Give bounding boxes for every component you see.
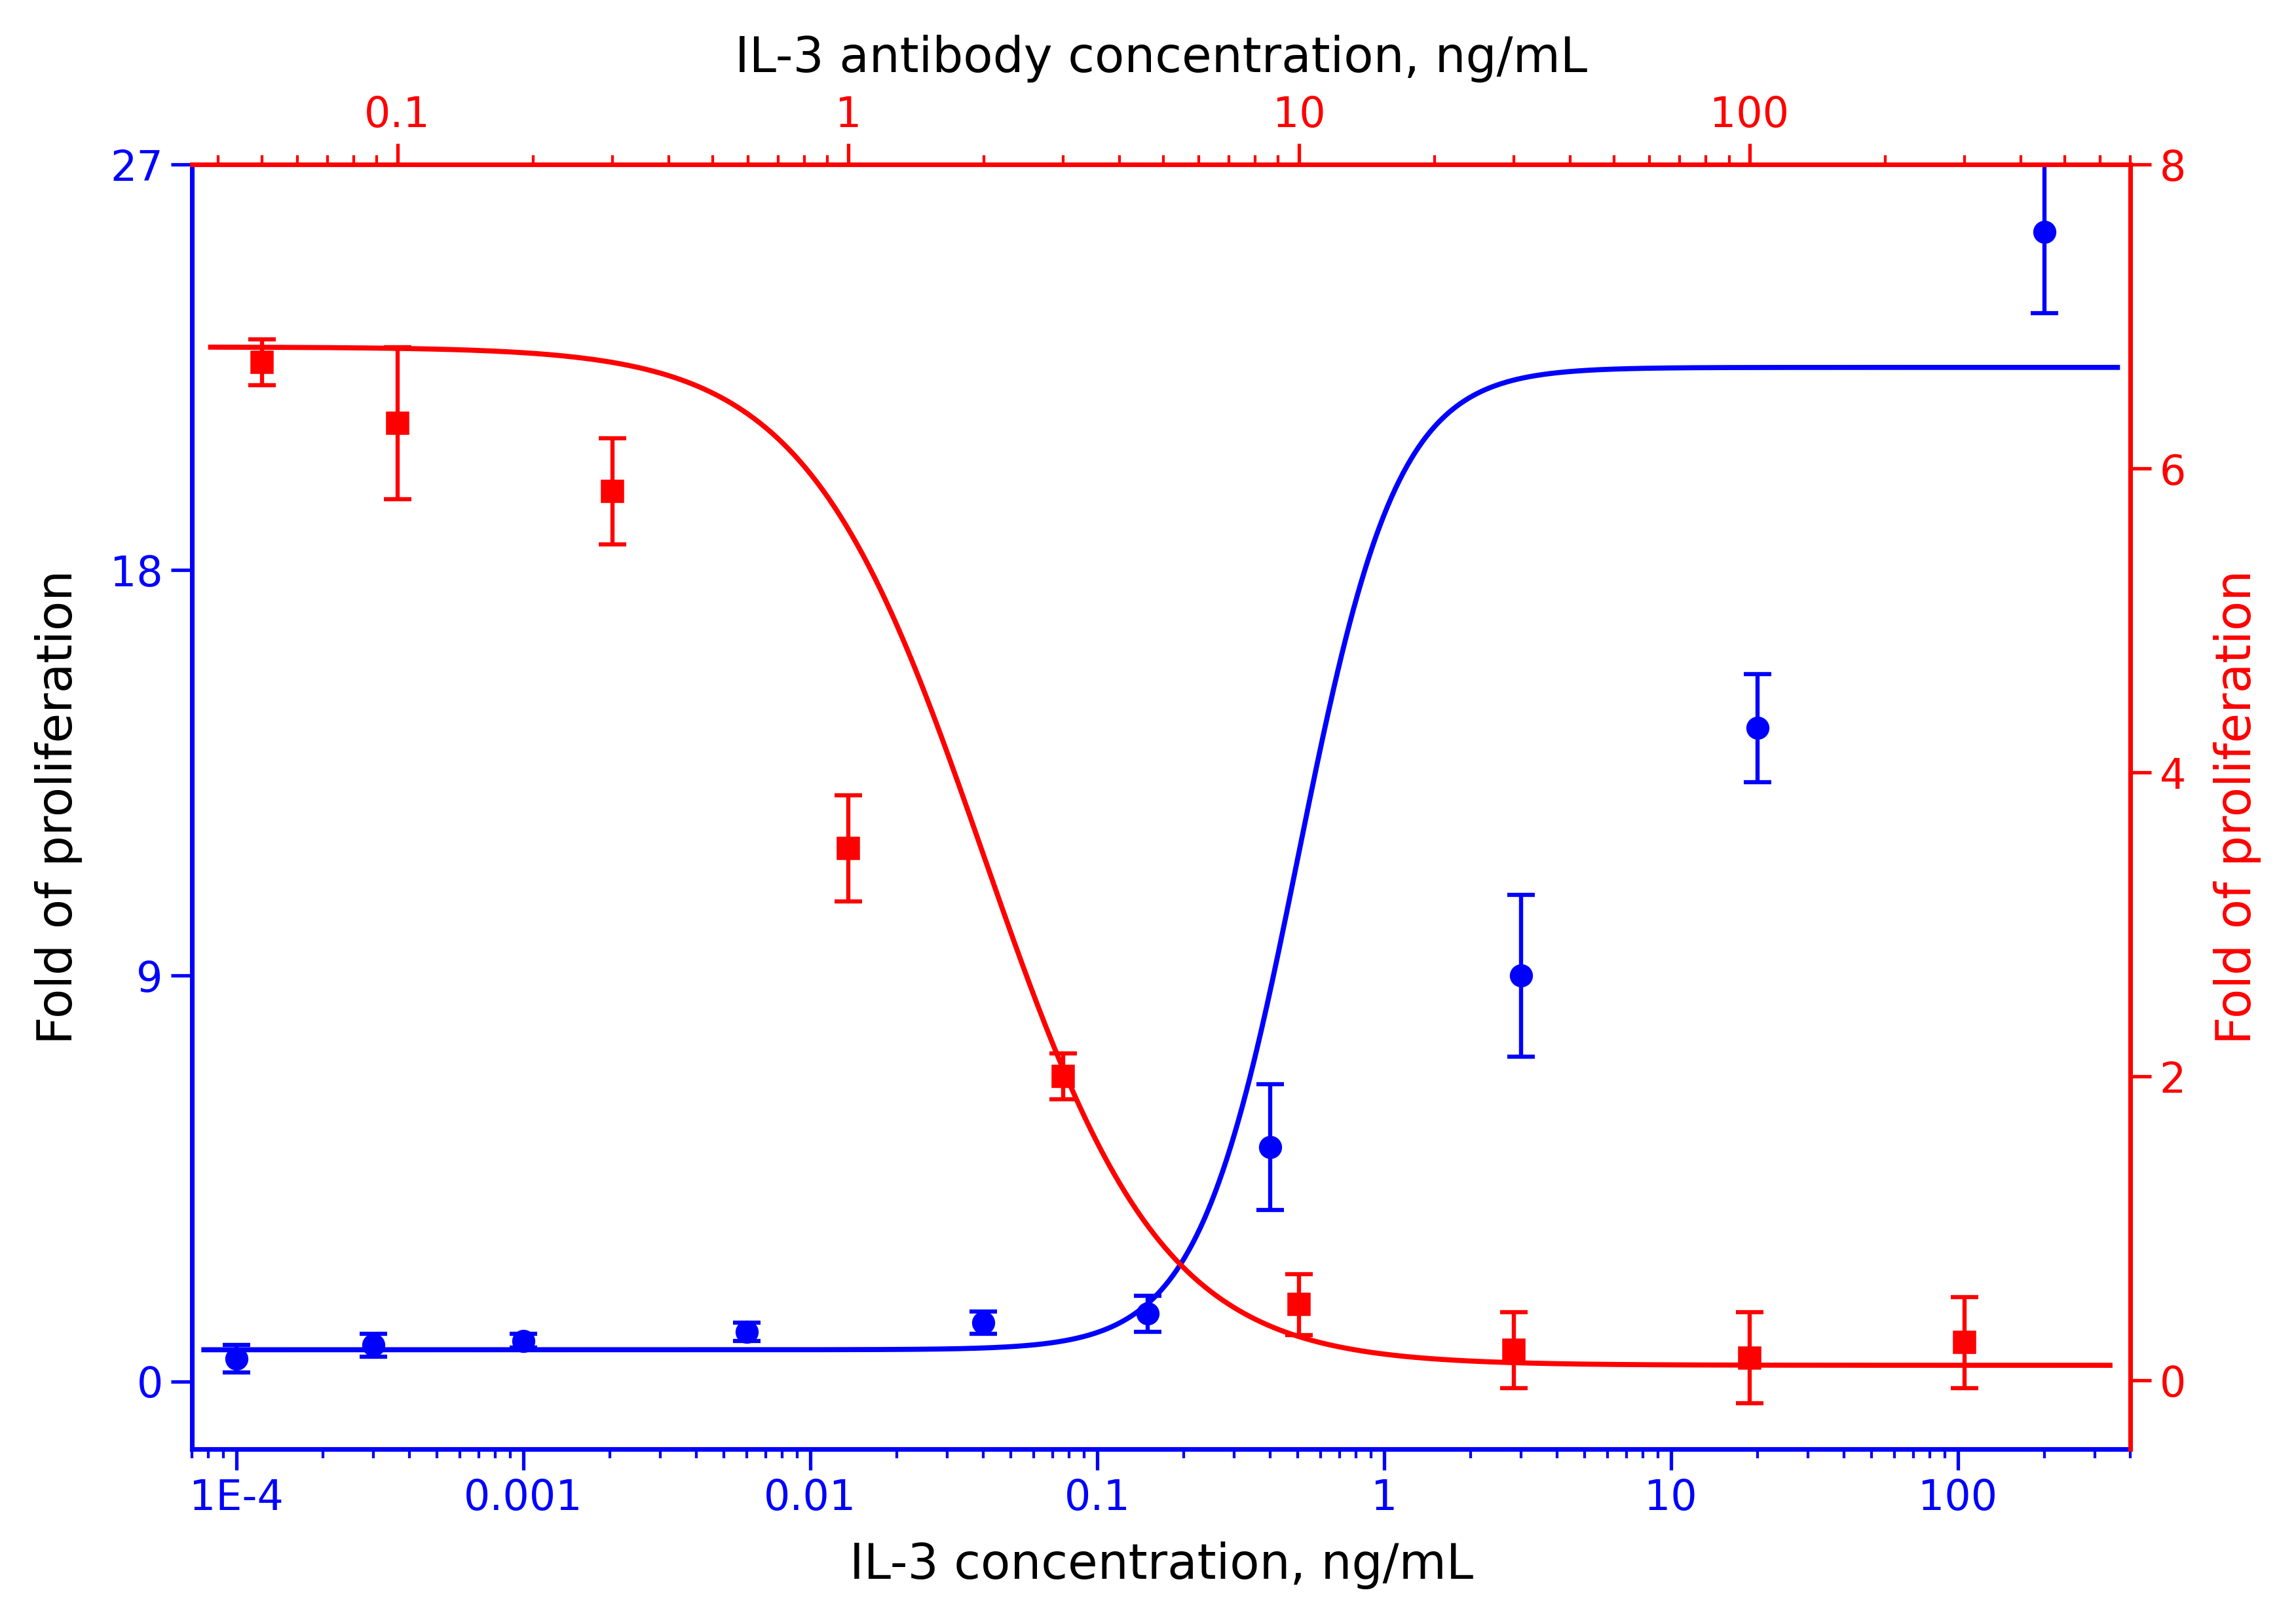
X-axis label: IL-3 antibody concentration, ng/mL: IL-3 antibody concentration, ng/mL bbox=[735, 34, 1587, 83]
Y-axis label: Fold of proliferation: Fold of proliferation bbox=[2213, 570, 2262, 1044]
X-axis label: IL-3 concentration, ng/mL: IL-3 concentration, ng/mL bbox=[850, 1541, 1474, 1590]
Y-axis label: Fold of proliferation: Fold of proliferation bbox=[34, 570, 83, 1044]
